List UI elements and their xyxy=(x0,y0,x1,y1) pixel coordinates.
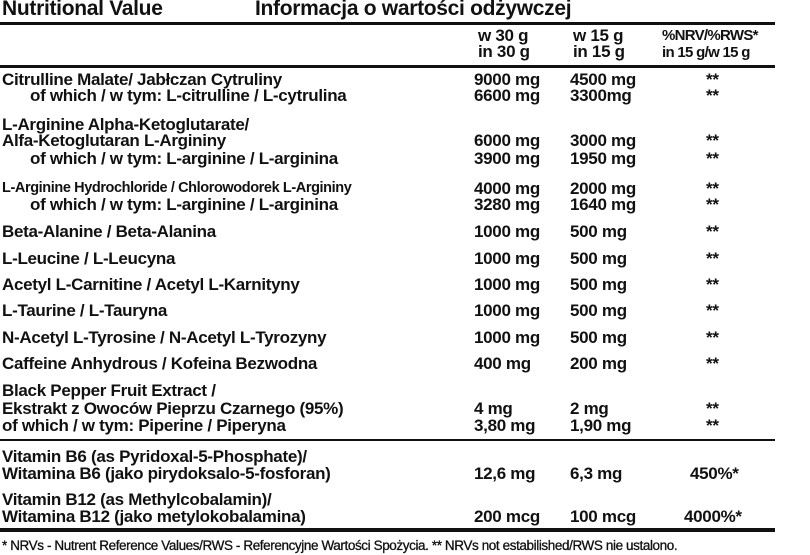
nutrient-name: L-Arginine Alpha-Ketoglutarate/ xyxy=(2,115,249,134)
nrv-value: ** xyxy=(706,222,719,241)
amount-15g: 6,3 mg xyxy=(570,464,623,483)
amount-30g: 3280 mg xyxy=(474,195,540,214)
amount-30g: 9000 mg xyxy=(474,70,540,89)
nutrient-name: Witamina B6 (jako pirydoksalo-5-fosforan… xyxy=(2,464,331,483)
amount-15g: 500 mg xyxy=(570,275,627,294)
amount-30g: 1000 mg xyxy=(474,249,540,268)
nrv-value: ** xyxy=(706,275,719,294)
header-col3: %NRV/%RWS* xyxy=(662,27,759,44)
amount-30g: 3,80 mg xyxy=(474,416,536,435)
nutrient-name: Beta-Alanine / Beta-Alanina xyxy=(2,222,216,241)
divider xyxy=(0,65,775,68)
divider xyxy=(0,22,775,25)
amount-30g: 4 mg xyxy=(474,399,513,418)
amount-15g: 2000 mg xyxy=(570,179,636,198)
nutrient-name: Ekstrakt z Owoców Pieprzu Czarnego (95%) xyxy=(2,399,344,418)
nutrient-name: of which / w tym: Piperine / Piperyna xyxy=(2,416,286,435)
amount-15g: 1640 mg xyxy=(570,195,636,214)
amount-30g: 3900 mg xyxy=(474,149,540,168)
nutrient-name: of which / w tym: L-arginine / L-arginin… xyxy=(30,149,338,168)
nrv-value: ** xyxy=(706,70,719,89)
nutrient-name: L-Arginine Hydrochloride / Chlorowodorek… xyxy=(2,180,352,196)
nrv-value: ** xyxy=(706,328,719,347)
nrv-value: ** xyxy=(706,195,719,214)
nrv-value: ** xyxy=(706,249,719,268)
nutrient-name: of which / w tym: L-arginine / L-arginin… xyxy=(30,195,338,214)
nrv-value: ** xyxy=(706,149,719,168)
header-col2: w 15 g xyxy=(573,26,624,45)
amount-30g: 1000 mg xyxy=(474,301,540,320)
nrv-value: ** xyxy=(706,179,719,198)
nutrient-name: Black Pepper Fruit Extract / xyxy=(2,381,216,400)
amount-15g: 500 mg xyxy=(570,222,627,241)
amount-30g: 1000 mg xyxy=(474,222,540,241)
amount-30g: 1000 mg xyxy=(474,328,540,347)
amount-15g: 500 mg xyxy=(570,301,627,320)
amount-15g: 4500 mg xyxy=(570,70,636,89)
amount-15g: 100 mcg xyxy=(570,507,636,526)
nrv-value: ** xyxy=(706,416,719,435)
header-col3: in 15 g/w 15 g xyxy=(662,44,750,61)
amount-30g: 6600 mg xyxy=(474,86,540,105)
nutrient-name: N-Acetyl L-Tyrosine / N-Acetyl L-Tyrozyn… xyxy=(2,328,327,347)
amount-30g: 200 mcg xyxy=(474,507,540,526)
amount-30g: 12,6 mg xyxy=(474,464,536,483)
amount-15g: 1950 mg xyxy=(570,149,636,168)
title-en: Nutritional Value xyxy=(2,0,163,20)
amount-15g: 200 mg xyxy=(570,354,627,373)
nutrient-name: Alfa-Ketoglutaran L-Argininy xyxy=(2,131,226,150)
title-pl: Informacja o wartości odżywczej xyxy=(255,0,572,20)
header-col2: in 15 g xyxy=(573,42,625,61)
amount-15g: 3300mg xyxy=(570,86,632,105)
amount-30g: 4000 mg xyxy=(474,179,540,198)
amount-30g: 400 mg xyxy=(474,354,531,373)
nutrient-name: Acetyl L-Carnitine / Acetyl L-Karnityny xyxy=(2,275,300,294)
amount-30g: 6000 mg xyxy=(474,131,540,150)
divider xyxy=(0,528,775,532)
nutrient-name: L-Leucine / L-Leucyna xyxy=(2,249,176,268)
amount-15g: 1,90 mg xyxy=(570,416,632,435)
amount-15g: 3000 mg xyxy=(570,131,636,150)
nrv-value: ** xyxy=(706,354,719,373)
divider xyxy=(0,439,775,441)
nrv-value: 450%* xyxy=(690,464,739,483)
amount-15g: 500 mg xyxy=(570,249,627,268)
amount-15g: 2 mg xyxy=(570,399,609,418)
nrv-value: ** xyxy=(706,86,719,105)
header-col1: in 30 g xyxy=(478,42,530,61)
amount-15g: 500 mg xyxy=(570,328,627,347)
nutrient-name: of which / w tym: L-citrulline / L-cytru… xyxy=(30,86,347,105)
nutrient-name: Witamina B12 (jako metylokobalamina) xyxy=(2,507,306,526)
nutrient-name: Vitamin B6 (as Pyridoxal-5-Phosphate)/ xyxy=(2,447,307,466)
nutrient-name: Caffeine Anhydrous / Kofeina Bezwodna xyxy=(2,354,318,373)
nrv-value: ** xyxy=(706,131,719,150)
amount-30g: 1000 mg xyxy=(474,275,540,294)
nrv-value: 4000%* xyxy=(684,507,742,526)
header-col1: w 30 g xyxy=(478,26,529,45)
nutrient-name: L-Taurine / L-Tauryna xyxy=(2,301,167,320)
nutrient-name: Citrulline Malate/ Jabłczan Cytruliny xyxy=(2,70,282,89)
footnote: * NRVs - Nutrent Reference Values/RWS - … xyxy=(2,538,678,553)
nrv-value: ** xyxy=(706,301,719,320)
nrv-value: ** xyxy=(706,399,719,418)
nutrient-name: Vitamin B12 (as Methylcobalamin)/ xyxy=(2,490,272,509)
